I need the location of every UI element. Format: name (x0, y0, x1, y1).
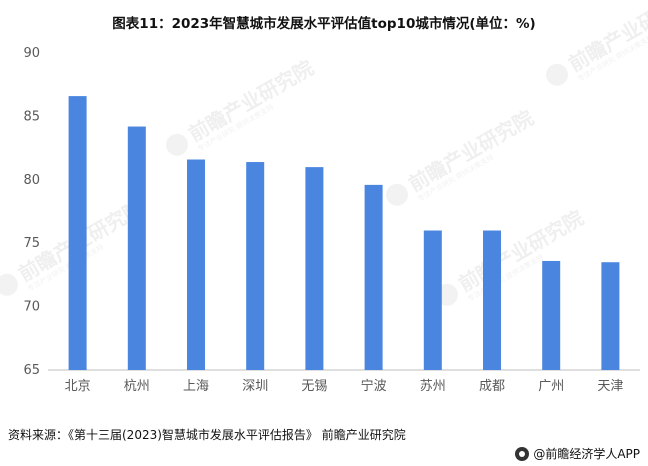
y-tick-label: 75 (23, 236, 40, 251)
bar-成都 (483, 230, 501, 370)
bar-无锡 (305, 167, 324, 370)
x-tick-label: 宁波 (361, 378, 387, 394)
bars-layer (68, 96, 620, 370)
y-tick-label: 65 (23, 363, 40, 378)
bar-宁波 (364, 184, 383, 370)
bar-广州 (542, 260, 561, 370)
svg-text:前瞻产业研究院: 前瞻产业研究院 (404, 106, 537, 197)
bar-北京 (68, 96, 87, 370)
bar-深圳 (246, 162, 265, 370)
x-tick-label: 深圳 (242, 379, 268, 394)
y-tick-label: 80 (23, 173, 40, 188)
axis-layer: 65 70 75 80 85 90 (23, 46, 640, 378)
x-tick-label: 苏州 (420, 378, 446, 394)
app-credit: @前瞻经济学人APP (515, 445, 640, 462)
bar-天津 (601, 262, 620, 370)
x-tick-label: 天津 (597, 379, 623, 394)
x-tick-label: 上海 (183, 379, 209, 394)
x-tick-label: 成都 (479, 379, 505, 394)
app-credit-text: @前瞻经济学人APP (533, 447, 640, 461)
svg-text:前瞻产业研究院: 前瞻产业研究院 (454, 206, 587, 297)
bar-杭州 (127, 126, 146, 370)
y-tick-label: 85 (23, 109, 40, 124)
source-note: 资料来源：《第十三届(2023)智慧城市发展水平评估报告》 前瞻产业研究院 (8, 428, 406, 442)
bar-上海 (187, 159, 205, 370)
chart-title: 图表11：2023年智慧城市发展水平评估值top10城市情况(单位：%) (112, 16, 536, 32)
x-tick-label: 无锡 (301, 379, 327, 394)
x-tick-label: 广州 (538, 379, 564, 394)
y-tick-label: 90 (23, 46, 40, 61)
bar-苏州 (423, 230, 442, 370)
y-tick-label: 70 (23, 300, 40, 315)
svg-text:前瞻产业研究院: 前瞻产业研究院 (184, 56, 317, 147)
labels-layer: 北京 杭州 上海 深圳 无锡 宁波 苏州 成都 广州 天津 (65, 378, 624, 394)
x-tick-label: 北京 (65, 379, 91, 394)
qianzhan-logo-icon (515, 446, 530, 461)
x-tick-label: 杭州 (124, 379, 150, 394)
